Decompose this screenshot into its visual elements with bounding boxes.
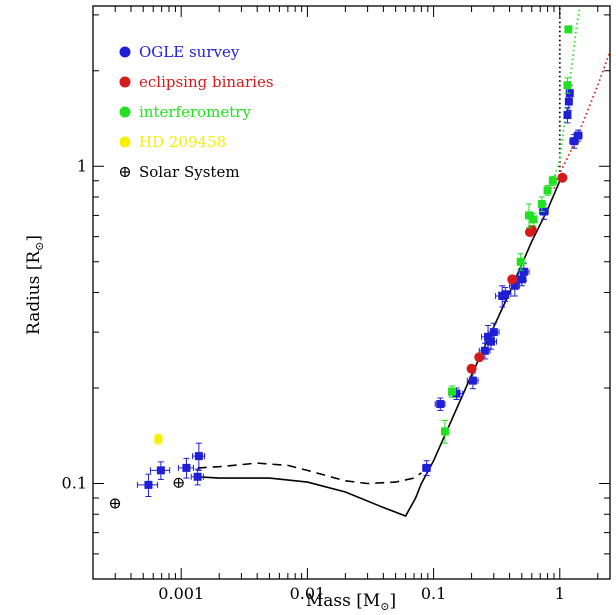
data-point — [524, 211, 533, 220]
axis-ticks: 0.001 0.01 0.1 1 0.1 1 — [62, 6, 610, 603]
legend-item-interferometry: interferometry — [119, 103, 251, 121]
legend-label: eclipsing binaries — [139, 73, 274, 91]
data-point — [529, 215, 538, 224]
data-point — [543, 186, 552, 195]
data-point — [109, 498, 121, 509]
data-point — [510, 281, 519, 290]
legend-marker — [119, 76, 131, 88]
data-point — [480, 346, 489, 355]
x-tick-label: 0.1 — [421, 584, 446, 603]
legend-marker — [119, 46, 131, 58]
data-point — [154, 435, 163, 444]
model-curve-dotted — [553, 51, 611, 189]
data-point — [448, 387, 457, 396]
legend-label: Solar System — [139, 163, 240, 181]
data-point — [570, 137, 579, 146]
y-axis-title-subscript: ⊙ — [33, 242, 46, 251]
y-axis-title-close: ] — [24, 235, 44, 242]
data-point — [452, 389, 461, 398]
y-axis-title: Radius [R⊙] — [24, 235, 46, 335]
data-point — [466, 363, 477, 374]
legend-item-eclipsing-binaries: eclipsing binaries — [119, 73, 274, 91]
legend-item-ogle-survey: OGLE survey — [119, 43, 240, 61]
data-point — [563, 81, 572, 90]
data-point — [422, 463, 431, 472]
data-point — [517, 275, 526, 284]
x-tick-label: 0.01 — [290, 584, 326, 603]
legend-marker — [119, 166, 131, 178]
data-point — [563, 111, 572, 120]
data-point — [182, 463, 191, 472]
data-point — [468, 376, 477, 385]
x-axis-title: Mass [M⊙] — [306, 591, 396, 613]
plot-frame — [92, 5, 611, 580]
legend-label: interferometry — [139, 103, 251, 121]
y-tick-label: 1 — [77, 156, 87, 175]
x-tick-label: 0.001 — [158, 584, 204, 603]
data-point — [564, 25, 573, 34]
legend-marker — [119, 106, 131, 118]
series-hd-209458 — [154, 433, 163, 445]
data-point — [193, 472, 202, 481]
legend-item-hd-209458: HD 209458 — [119, 133, 226, 151]
y-tick-label: 0.1 — [62, 474, 87, 493]
data-point — [194, 452, 203, 461]
data-point — [489, 328, 498, 337]
legend-item-solar-system: Solar System — [119, 163, 240, 181]
legend-label: HD 209458 — [139, 133, 226, 151]
model-curve-solid — [197, 180, 561, 517]
data-point — [537, 200, 546, 209]
data-point — [440, 427, 449, 436]
data-point — [548, 176, 557, 185]
data-point — [144, 480, 153, 489]
data-point — [474, 352, 485, 363]
legend-marker — [119, 136, 131, 148]
x-axis-title-close: ] — [390, 591, 397, 611]
x-tick-label: 1 — [555, 584, 565, 603]
data-point — [156, 466, 165, 475]
data-points — [109, 25, 583, 509]
data-point — [526, 224, 537, 235]
data-point — [436, 400, 445, 409]
x-axis-title-subscript: ⊙ — [380, 600, 389, 613]
legend-label: OGLE survey — [139, 43, 240, 61]
data-point — [484, 332, 493, 341]
data-point — [557, 172, 568, 183]
data-point — [516, 257, 525, 266]
data-point — [507, 274, 518, 285]
data-point — [574, 131, 583, 140]
legend: OGLE survey eclipsing binaries interferome… — [119, 43, 274, 181]
series-interferometry — [440, 25, 573, 444]
series-solar-system — [109, 477, 184, 509]
data-point — [173, 477, 184, 488]
series-eclipsing-binaries — [466, 172, 568, 374]
model-curve-dashed — [197, 462, 422, 485]
data-point — [519, 267, 528, 276]
data-point — [501, 290, 510, 299]
